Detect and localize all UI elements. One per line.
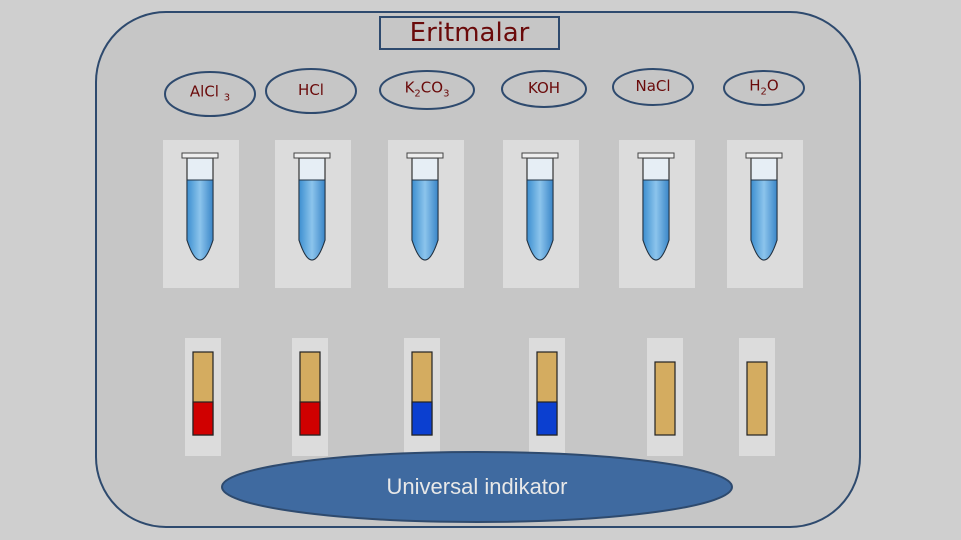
subscript: 2 — [760, 86, 767, 98]
formula-text: KOH — [527, 79, 561, 98]
label-oval — [612, 68, 694, 106]
formula-text: NaCl — [635, 77, 671, 96]
solution-label: AlCl 3 — [189, 82, 231, 104]
tube-liquid — [642, 179, 670, 261]
subscript: 2 — [414, 88, 421, 100]
formula-text: HCl — [298, 81, 324, 100]
solution-label: NaCl — [635, 77, 671, 96]
solution-label: H2O — [749, 76, 779, 98]
strip-color — [192, 401, 214, 436]
solution-label: HCl — [298, 81, 324, 100]
formula-text: AlCl — [189, 82, 224, 101]
title: Eritmalar — [379, 16, 560, 50]
label-oval — [501, 70, 587, 108]
label-oval — [265, 68, 357, 114]
tube-liquid — [411, 179, 439, 261]
subscript: 3 — [223, 92, 231, 104]
formula-text: CO — [420, 78, 444, 97]
strip-color — [411, 401, 433, 436]
label-oval — [164, 71, 256, 117]
tube-cap — [181, 152, 219, 159]
tube-cap — [406, 152, 444, 159]
strip — [654, 361, 676, 436]
indicator-label: Universal indikator — [386, 474, 568, 499]
subscript: 3 — [443, 88, 450, 100]
solution-label: KOH — [527, 79, 561, 98]
strip-color — [299, 401, 321, 436]
strip-color — [536, 401, 558, 436]
tube-cap — [745, 152, 783, 159]
strip — [746, 361, 768, 436]
tube-liquid — [750, 179, 778, 261]
label-oval — [723, 70, 805, 106]
formula-text: K — [404, 78, 415, 97]
tube-cap — [521, 152, 559, 159]
label-oval — [379, 70, 475, 110]
formula-text: O — [766, 76, 779, 95]
tube-liquid — [526, 179, 554, 261]
tube-cap — [293, 152, 331, 159]
tube-liquid — [298, 179, 326, 261]
formula-text: H — [749, 76, 761, 95]
indicator-shape — [221, 451, 733, 523]
tube-liquid — [186, 179, 214, 261]
solution-label: K2CO3 — [404, 78, 450, 100]
tube-cap — [637, 152, 675, 159]
